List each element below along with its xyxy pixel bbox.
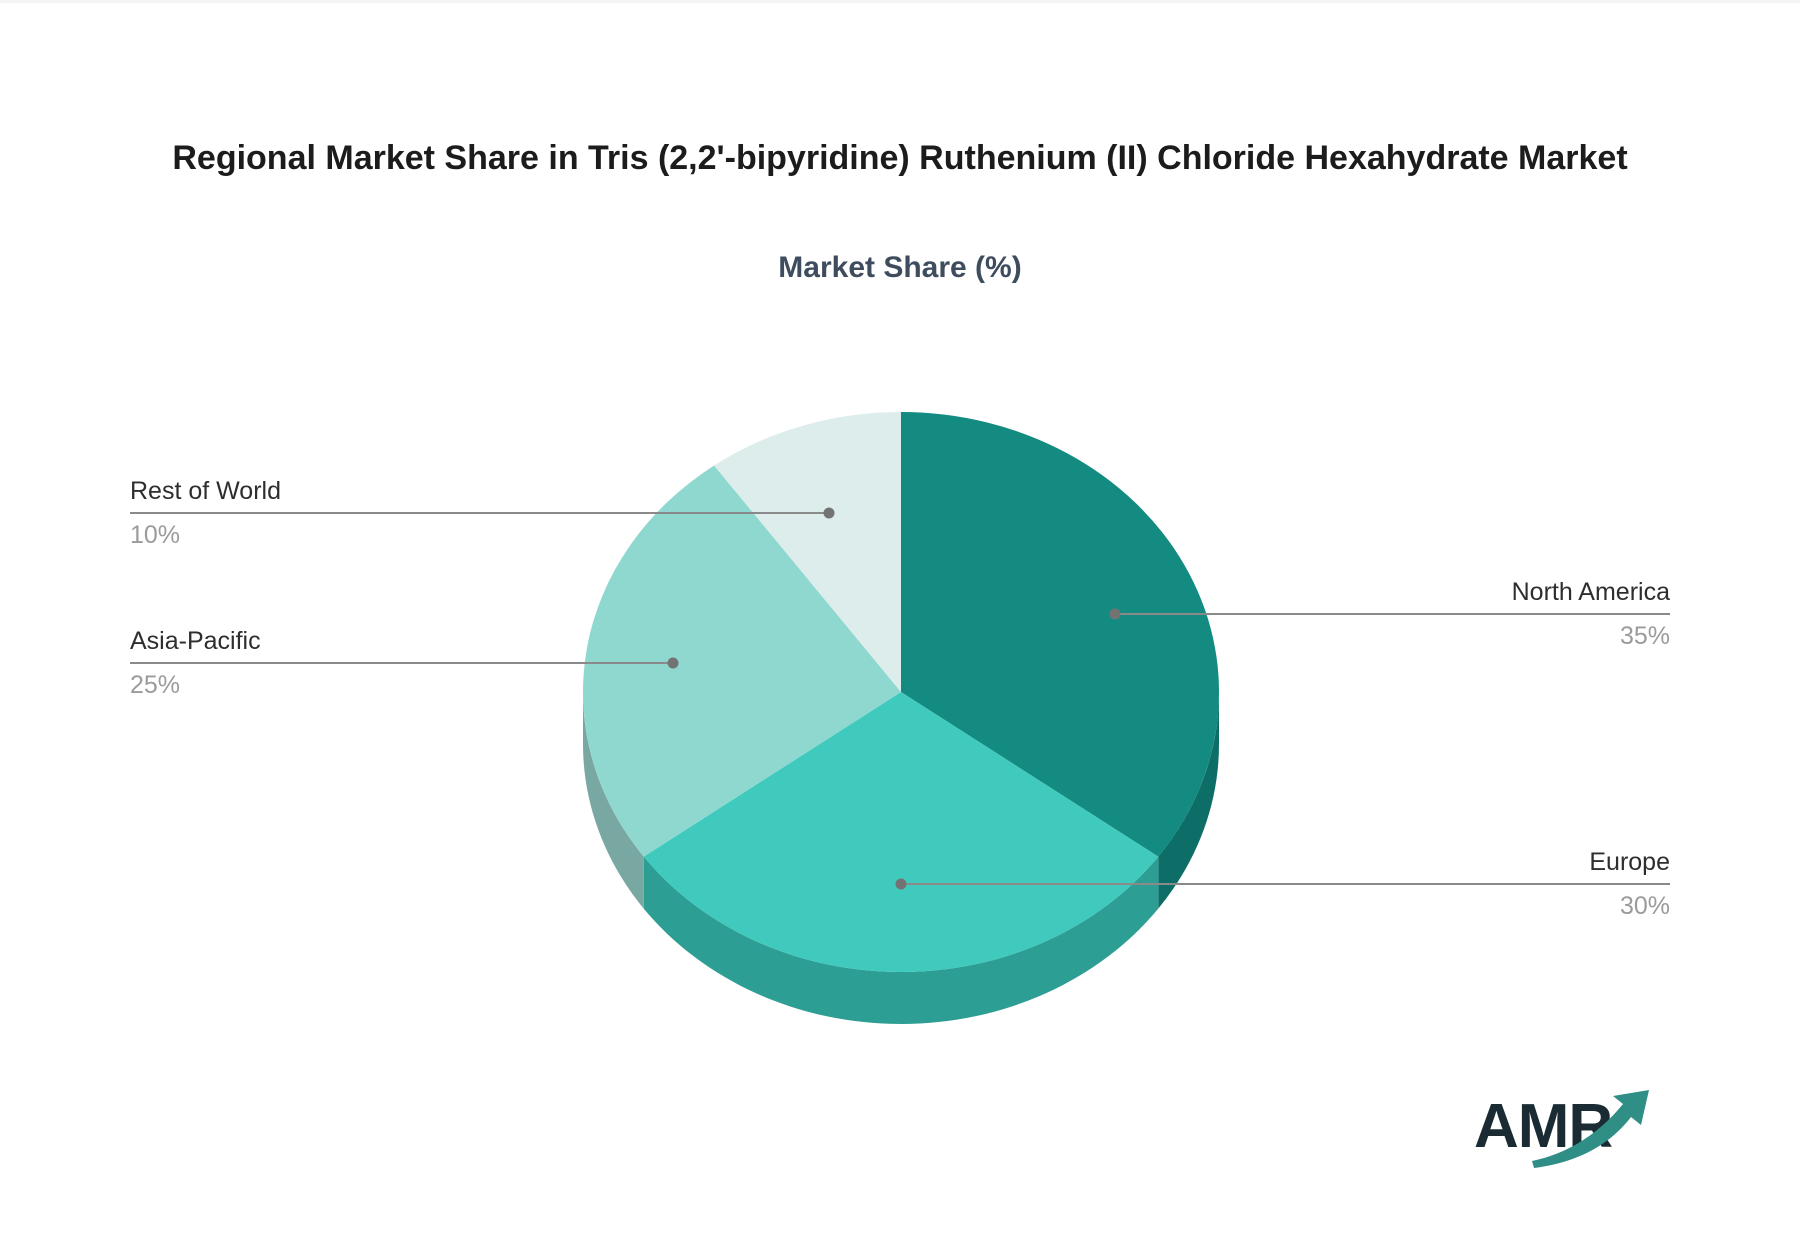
pie-slice-rest-of-world[interactable] xyxy=(714,412,901,692)
slice-label-asia-pacific: Asia-Pacific xyxy=(130,627,261,655)
slice-label-rest-of-world: Rest of World xyxy=(130,477,281,505)
leader-dot-rest-of-world xyxy=(823,507,835,519)
pie-slice-europe[interactable] xyxy=(643,692,1159,973)
slice-pct-north-america: 35% xyxy=(1619,622,1670,650)
pie-chart xyxy=(130,412,1670,1024)
amr-logo-arrow-icon xyxy=(1532,1090,1649,1168)
pie-slice-side-europe xyxy=(643,856,1159,1024)
pie-slice-side-asia-pacific xyxy=(583,692,644,909)
amr-logo-text: AMR xyxy=(1474,1092,1612,1161)
chart-title: Regional Market Share in Tris (2,2'-bipy… xyxy=(172,139,1628,177)
chart-subtitle: Market Share (%) xyxy=(778,251,1022,284)
amr-logo: AMR xyxy=(1474,1090,1649,1168)
slice-label-north-america: North America xyxy=(1511,578,1670,606)
leader-dot-north-america xyxy=(1109,608,1121,620)
slice-pct-rest-of-world: 10% xyxy=(130,521,181,549)
leader-dot-asia-pacific xyxy=(667,657,679,669)
slice-pct-asia-pacific: 25% xyxy=(130,671,181,699)
slice-pct-europe: 30% xyxy=(1619,892,1670,920)
pie-slice-side-north-america xyxy=(1158,692,1219,909)
pie-slice-north-america[interactable] xyxy=(901,412,1219,857)
slice-label-europe: Europe xyxy=(1589,848,1670,876)
pie-slice-asia-pacific[interactable] xyxy=(582,465,901,857)
leader-dot-europe xyxy=(895,878,907,890)
